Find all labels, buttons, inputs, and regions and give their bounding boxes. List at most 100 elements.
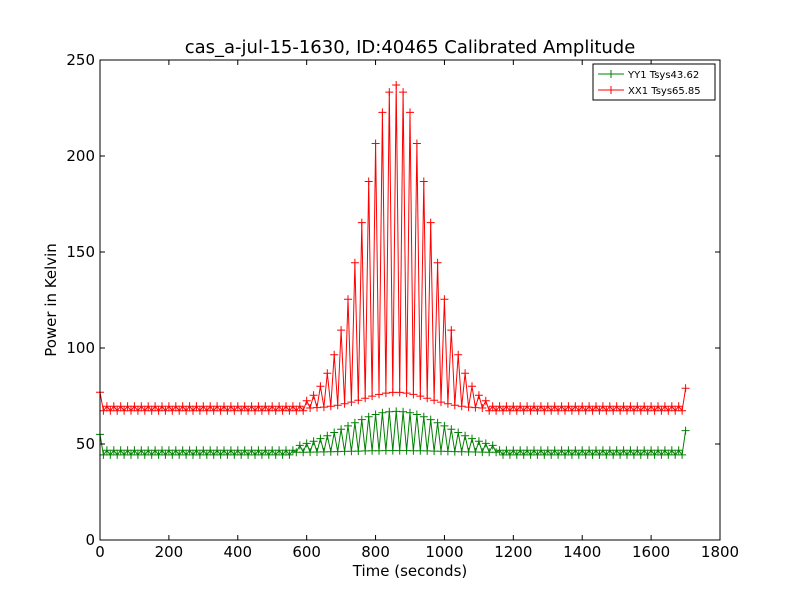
data-point-marker [292, 406, 301, 415]
data-point-marker [116, 446, 125, 455]
y-axis-ticks: 0 50 100 150 200 250 [66, 51, 720, 549]
data-point-marker [244, 450, 253, 459]
data-point-marker [585, 402, 594, 411]
data-point-marker [295, 402, 304, 411]
data-point-marker [313, 448, 321, 456]
data-point-marker [616, 450, 625, 459]
data-point-marker [178, 402, 187, 411]
data-point-marker [419, 177, 428, 186]
data-point-marker [233, 446, 242, 455]
data-point-marker [440, 295, 449, 304]
data-point-marker [350, 418, 359, 427]
data-point-marker [660, 446, 669, 455]
data-point-marker [230, 406, 239, 415]
data-point-marker [347, 447, 356, 456]
data-point-marker [674, 402, 683, 411]
data-point-marker [226, 402, 235, 411]
data-point-marker [316, 382, 325, 391]
data-point-marker [226, 446, 235, 455]
data-point-marker [447, 425, 456, 434]
data-point-marker [650, 406, 659, 415]
data-point-marker [230, 450, 239, 459]
data-point-marker [598, 446, 607, 455]
data-point-marker [337, 326, 346, 335]
data-point-marker [109, 446, 118, 455]
data-point-marker [185, 446, 194, 455]
data-point-marker [512, 450, 521, 459]
data-point-marker [199, 446, 208, 455]
data-point-marker [364, 412, 373, 421]
data-point-marker [113, 450, 122, 459]
data-point-marker [164, 446, 173, 455]
data-point-marker [164, 402, 173, 411]
data-point-marker [516, 402, 525, 411]
data-point-marker [502, 402, 511, 411]
data-point-marker [664, 406, 673, 415]
data-point-marker [623, 406, 631, 415]
data-point-marker [440, 421, 449, 430]
data-point-marker [605, 446, 614, 455]
data-point-marker [443, 447, 452, 456]
data-point-marker [581, 406, 590, 415]
y-tick-label: 50 [76, 435, 95, 453]
data-point-marker [402, 446, 411, 455]
data-point-marker [288, 402, 297, 411]
data-point-marker [171, 446, 180, 455]
data-point-marker [168, 406, 177, 415]
data-point-marker [233, 402, 242, 411]
data-point-marker [561, 406, 569, 415]
data-point-marker [519, 450, 528, 459]
data-point-marker [133, 450, 142, 459]
data-point-marker [667, 402, 676, 411]
data-point-marker [399, 407, 408, 416]
data-point-marker [595, 450, 604, 459]
data-point-marker [485, 448, 494, 457]
data-point-marker [561, 450, 569, 459]
data-point-marker [678, 450, 687, 459]
y-tick-label: 0 [85, 531, 95, 549]
data-point-marker [512, 406, 521, 415]
x-tick-label: 1800 [701, 543, 739, 561]
data-point-marker [567, 450, 576, 459]
data-point-marker [468, 382, 476, 391]
data-point-marker [299, 406, 308, 415]
data-point-marker [671, 450, 680, 459]
data-point-marker [488, 402, 497, 411]
x-tick-label: 1400 [563, 543, 601, 561]
data-point-marker [337, 425, 346, 434]
data-point-marker [381, 389, 390, 398]
data-point-marker [595, 406, 604, 415]
data-point-marker [433, 258, 442, 267]
data-point-marker [526, 406, 535, 415]
data-point-marker [412, 139, 421, 148]
data-point-marker [567, 406, 576, 415]
data-point-marker [340, 399, 349, 408]
data-point-marker [464, 447, 473, 456]
data-point-marker [116, 402, 125, 411]
data-point-marker [430, 447, 439, 456]
data-point-marker [254, 402, 263, 411]
data-point-marker [523, 446, 532, 455]
data-point-marker [257, 406, 266, 415]
data-point-marker [216, 450, 225, 459]
data-point-marker [161, 450, 170, 459]
data-point-marker [185, 402, 194, 411]
data-point-marker [626, 446, 635, 455]
data-point-marker [244, 406, 253, 415]
data-point-marker [313, 403, 321, 412]
data-point-marker [282, 402, 290, 411]
data-point-marker [378, 408, 387, 417]
data-point-marker [671, 406, 680, 415]
data-point-marker [192, 446, 201, 455]
data-point-marker [530, 446, 538, 455]
data-point-marker [430, 396, 439, 405]
data-point-marker [550, 402, 559, 411]
data-point-marker [433, 418, 442, 427]
data-point-marker [344, 295, 352, 304]
data-point-marker [419, 412, 428, 421]
data-point-marker [543, 402, 552, 411]
data-point-marker [213, 446, 222, 455]
data-point-marker [330, 350, 339, 359]
data-point-marker [120, 450, 129, 459]
data-point-marker [633, 402, 642, 411]
